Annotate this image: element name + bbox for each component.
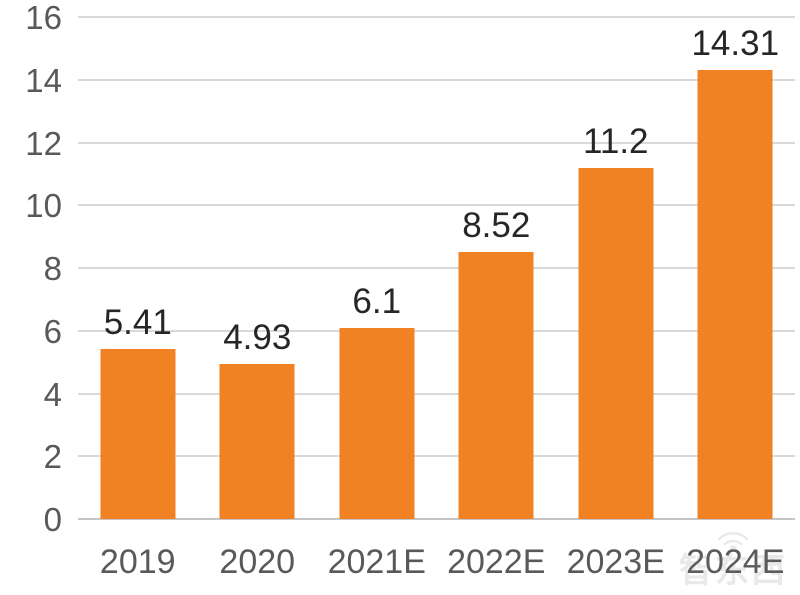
gridline [78,329,795,332]
bar-value-label: 8.52 [462,205,531,245]
y-tick-label: 12 [25,124,62,162]
bar-2021E [339,327,415,519]
bar-group: 4.93 [198,17,318,519]
bar-2022E [458,251,534,519]
x-tick-label: 2020 [219,543,296,581]
y-tick-label: 8 [43,250,62,287]
bar-group: 11.2 [556,17,676,519]
y-tick-label: 0 [43,501,62,538]
bar-value-label: 6.1 [352,281,402,321]
gridline [78,78,795,81]
x-tick-label: 2021E [327,543,426,581]
bar-value-label: 14.31 [691,24,780,64]
bar-2019 [100,349,176,519]
plot-area: 5.41 4.93 6.1 8.52 11.2 14.31 [78,16,796,520]
y-tick-label: 2 [43,438,62,476]
gridline [78,16,795,18]
bar-value-label: 11.2 [582,121,649,161]
bar-2020 [219,364,295,519]
bar-group: 8.52 [437,17,557,519]
gridline [78,267,795,269]
x-tick-label: 2022E [447,543,546,581]
x-tick-label: 2019 [99,543,176,581]
gridline [78,141,795,144]
x-axis-line [78,518,795,520]
x-tick-label: 2023E [566,543,665,581]
bar-group: 6.1 [317,17,437,519]
y-tick-label: 4 [43,375,62,413]
bar-group: 14.31 [676,17,796,519]
bar-2024E [697,70,773,519]
bar-value-label: 4.93 [223,318,292,358]
gridline [78,455,795,458]
y-tick-label: 16 [25,0,62,36]
y-tick-label: 6 [43,312,62,350]
x-tick-label: 2024E [686,543,785,581]
bar-group: 5.41 [78,17,198,519]
y-tick-label: 10 [25,187,62,225]
gridline [78,204,795,207]
gridline [78,392,795,395]
y-tick-label: 14 [25,61,62,99]
bar-2023E [578,167,654,519]
bar-value-label: 5.41 [103,303,172,343]
